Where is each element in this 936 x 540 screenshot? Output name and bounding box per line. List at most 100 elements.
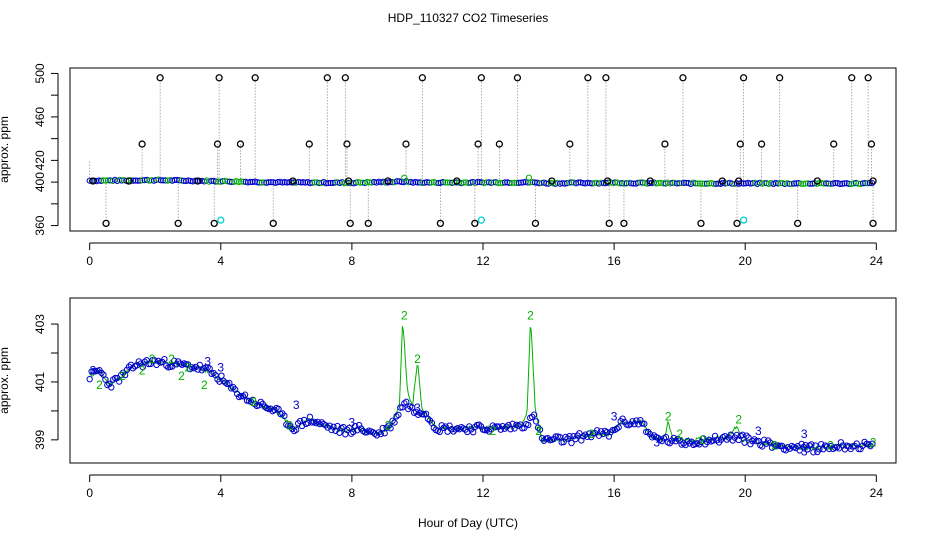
baseline-point — [130, 177, 137, 184]
series-3-point — [812, 442, 819, 449]
series-3-point — [654, 434, 662, 442]
baseline-point — [139, 177, 146, 184]
raw-spike-point — [566, 140, 574, 148]
baseline-point — [508, 179, 515, 187]
baseline-point — [692, 180, 699, 187]
baseline-point — [703, 180, 710, 187]
series-3-point — [171, 357, 178, 364]
series-2-label: 2 — [385, 418, 392, 432]
series-2-label: 2 — [699, 433, 706, 447]
raw-spike-point — [305, 140, 313, 148]
raw-point — [384, 177, 392, 185]
baseline-point — [414, 179, 421, 186]
baseline-point — [483, 179, 490, 186]
y-tick-label: 420 — [33, 150, 47, 170]
y-tick-label: 400 — [33, 172, 47, 192]
series-3-point — [251, 400, 259, 408]
series-2-label: 2 — [178, 369, 185, 383]
series-3-point — [745, 434, 752, 441]
series-2-label: 2 — [250, 395, 257, 409]
baseline-point — [240, 178, 247, 185]
series-3-point — [859, 442, 866, 449]
baseline-point — [742, 180, 749, 187]
x-tick-label: 0 — [86, 254, 93, 268]
series-3-point — [532, 418, 540, 425]
series-3-point — [517, 421, 524, 428]
series-3-point — [348, 430, 355, 437]
series-3-point — [593, 427, 601, 434]
raw-spike-point — [343, 140, 351, 148]
baseline-point — [426, 179, 433, 186]
series-3-point — [289, 425, 296, 433]
series-3-label: 3 — [801, 444, 808, 458]
series-2-label: 2 — [676, 427, 683, 441]
baseline-point — [589, 180, 596, 187]
series-3-point — [363, 429, 371, 436]
baseline-point — [159, 177, 167, 184]
series-3-point — [127, 361, 135, 369]
raw-spike-point — [402, 140, 410, 148]
raw-spike-point — [869, 219, 877, 228]
series-3-label: 3 — [755, 424, 762, 438]
baseline-point — [694, 180, 701, 187]
series-2-label: 2 — [185, 360, 192, 374]
baseline-point — [621, 180, 628, 187]
raw-point — [718, 177, 726, 185]
raw-point — [453, 177, 461, 185]
series-3-point — [631, 420, 638, 428]
series-3-point — [424, 415, 432, 422]
baseline-point — [802, 180, 809, 187]
baseline-point — [444, 179, 451, 186]
series-3-point — [369, 428, 377, 436]
raw-spike-point — [775, 74, 784, 82]
series-3-label: 3 — [204, 355, 211, 369]
series-3-point — [662, 433, 670, 441]
baseline-point — [474, 178, 481, 186]
baseline-point — [706, 180, 713, 187]
series-3-point — [395, 411, 402, 419]
baseline-point — [118, 177, 125, 184]
series-3-point — [350, 428, 357, 436]
raw-spike-point — [848, 74, 856, 82]
series-3-point — [739, 431, 746, 439]
baseline-point — [173, 176, 180, 184]
baseline-point — [825, 180, 832, 187]
baseline-point — [515, 179, 522, 186]
series-3-point — [804, 446, 811, 453]
baseline-point — [157, 177, 164, 184]
baseline-point — [816, 179, 823, 186]
baseline-point — [517, 179, 525, 186]
series-2-label: 2 — [149, 352, 156, 366]
series-3-point — [371, 430, 379, 437]
x-tick-label: 24 — [870, 486, 884, 500]
baseline-point — [525, 174, 532, 181]
baseline-point — [148, 177, 155, 184]
series-3-point — [210, 369, 217, 377]
baseline-point — [249, 178, 256, 186]
y-tick-label: 360 — [33, 215, 47, 235]
baseline-point — [625, 179, 632, 186]
series-3-point — [469, 429, 477, 436]
baseline-point — [836, 180, 844, 188]
baseline-point — [212, 178, 219, 185]
baseline-point — [563, 180, 571, 187]
baseline-point — [536, 180, 543, 187]
baseline-point — [699, 180, 706, 187]
raw-point — [646, 177, 654, 185]
series-3-point — [328, 426, 335, 434]
series-3-point — [637, 416, 644, 424]
series-2-label: 2 — [735, 413, 742, 427]
series-3-point — [674, 435, 681, 443]
series-3-point — [391, 419, 398, 426]
series-3-point — [226, 379, 233, 387]
series-3-point — [133, 361, 141, 369]
baseline-point — [696, 180, 704, 187]
raw-spike-point — [531, 219, 540, 228]
series-3-point — [584, 433, 591, 440]
series-3-point — [641, 420, 648, 427]
raw-spike-point — [156, 74, 164, 82]
baseline-point — [673, 180, 681, 187]
series-3-point — [763, 440, 770, 447]
baseline-point — [584, 179, 591, 186]
